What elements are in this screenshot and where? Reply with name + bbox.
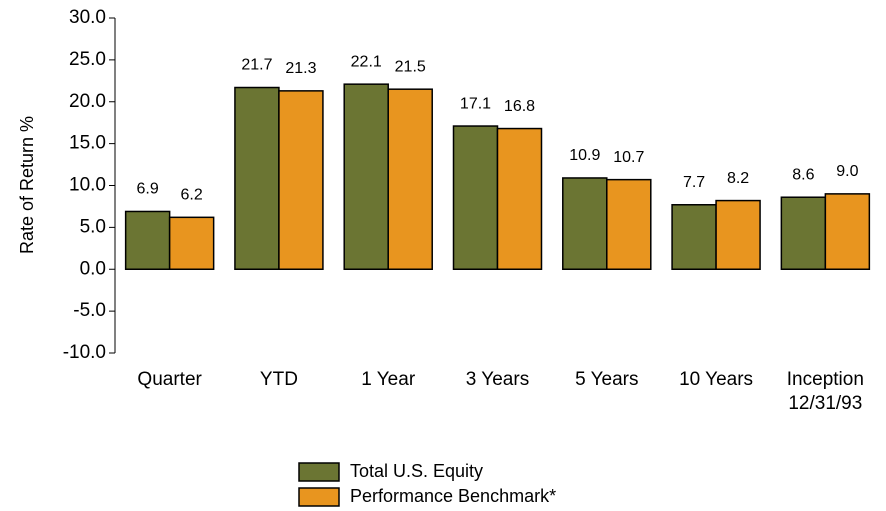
value-label: 22.1	[351, 53, 382, 70]
value-label: 9.0	[836, 163, 858, 180]
value-label: 10.9	[569, 147, 600, 164]
value-label: 21.3	[285, 60, 316, 77]
bar	[387, 88, 433, 270]
y-tick-label: 0.0	[80, 258, 106, 279]
legend-label: Performance Benchmark*	[350, 486, 556, 506]
x-tick-label: Inception 12/31/93	[786, 369, 864, 414]
value-label: 10.7	[613, 149, 644, 166]
y-tick-label: 15.0	[69, 133, 106, 154]
x-tick-label: 10 Years	[679, 369, 754, 390]
bar	[824, 193, 871, 270]
y-tick-label: -10.0	[63, 342, 106, 363]
y-tick-label: 5.0	[80, 216, 106, 237]
value-label: 6.9	[137, 181, 159, 198]
value-label: 8.6	[792, 166, 814, 183]
bar	[606, 178, 652, 270]
y-tick-label: 10.0	[69, 175, 106, 196]
x-tick-label: 1 Year	[361, 369, 416, 390]
bar	[168, 216, 215, 270]
bar	[124, 210, 171, 270]
bar	[343, 83, 389, 270]
value-label: 16.8	[504, 98, 535, 115]
x-tick-label: 3 Years	[465, 369, 530, 390]
y-tick-label: 30.0	[69, 7, 106, 28]
bar	[562, 177, 608, 270]
bar	[234, 86, 280, 270]
value-label: 6.2	[181, 187, 203, 204]
x-tick-label: YTD	[259, 369, 298, 390]
legend-swatch	[298, 487, 340, 507]
bar	[780, 196, 827, 271]
value-label: 7.7	[683, 174, 705, 191]
legend-swatch	[298, 462, 340, 482]
bar	[452, 125, 499, 270]
bar	[715, 199, 761, 270]
bar	[671, 204, 717, 270]
value-label: 21.7	[241, 57, 272, 74]
value-label: 17.1	[460, 95, 491, 112]
y-axis-label: Rate of Return %	[17, 116, 37, 254]
y-tick-label: 25.0	[69, 49, 106, 70]
x-tick-label: Quarter	[137, 369, 202, 390]
y-tick-label: -5.0	[73, 300, 106, 321]
bar	[496, 127, 543, 270]
value-label: 21.5	[395, 58, 426, 75]
x-tick-label: 5 Years	[575, 369, 639, 390]
legend-label: Total U.S. Equity	[350, 461, 483, 481]
bar	[278, 90, 324, 270]
value-label: 8.2	[727, 170, 749, 187]
y-tick-label: 20.0	[69, 91, 106, 112]
